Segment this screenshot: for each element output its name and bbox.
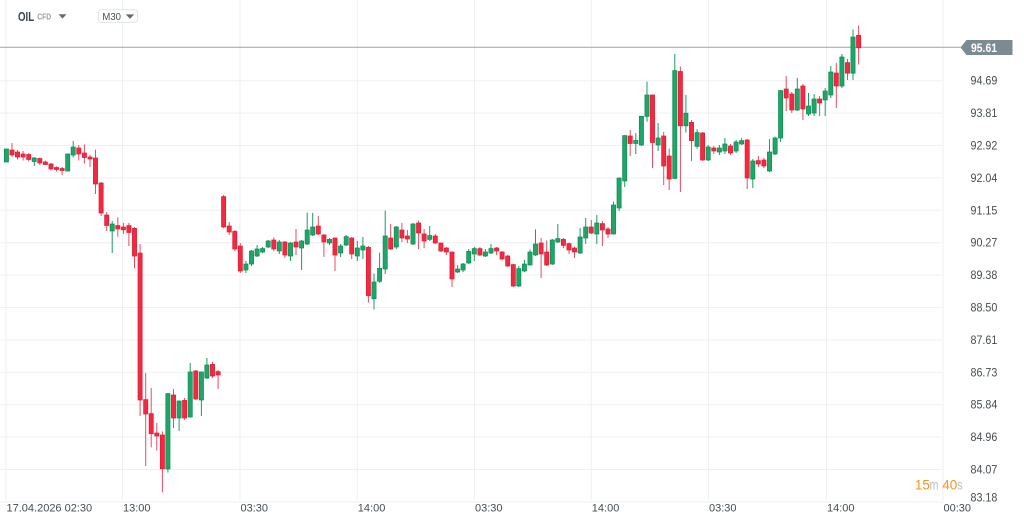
svg-text:94.69: 94.69 bbox=[971, 76, 998, 88]
svg-text:91.15: 91.15 bbox=[971, 205, 998, 217]
svg-text:14:00: 14:00 bbox=[592, 503, 620, 515]
svg-text:OIL: OIL bbox=[18, 9, 34, 24]
svg-text:84.96: 84.96 bbox=[971, 432, 998, 444]
svg-text:95.61: 95.61 bbox=[971, 43, 998, 55]
svg-text:03:30: 03:30 bbox=[709, 503, 737, 515]
svg-text:83.18: 83.18 bbox=[971, 492, 998, 504]
svg-text:15: 15 bbox=[915, 477, 930, 492]
svg-text:87.61: 87.61 bbox=[971, 335, 998, 347]
svg-text:40: 40 bbox=[942, 477, 957, 492]
svg-text:85.84: 85.84 bbox=[971, 400, 998, 412]
svg-text:17.04.2026 02:30: 17.04.2026 02:30 bbox=[7, 503, 93, 515]
svg-text:03:30: 03:30 bbox=[475, 503, 503, 515]
svg-text:92.92: 92.92 bbox=[971, 141, 998, 153]
svg-text:89.38: 89.38 bbox=[971, 270, 998, 282]
svg-text:88.50: 88.50 bbox=[971, 303, 998, 315]
svg-text:84.07: 84.07 bbox=[971, 465, 998, 477]
svg-text:14:00: 14:00 bbox=[827, 503, 855, 515]
svg-text:00:30: 00:30 bbox=[944, 503, 972, 515]
svg-text:14:00: 14:00 bbox=[358, 503, 386, 515]
svg-text:92.04: 92.04 bbox=[971, 173, 998, 185]
svg-text:M30: M30 bbox=[102, 12, 121, 23]
svg-text:93.81: 93.81 bbox=[971, 108, 998, 120]
svg-text:m: m bbox=[930, 477, 939, 492]
svg-text:03:30: 03:30 bbox=[241, 503, 269, 515]
svg-text:86.73: 86.73 bbox=[971, 367, 998, 379]
svg-text:90.27: 90.27 bbox=[971, 238, 998, 250]
svg-text:CFD: CFD bbox=[37, 11, 51, 21]
svg-text:s: s bbox=[957, 477, 963, 492]
svg-text:13:00: 13:00 bbox=[123, 503, 151, 515]
